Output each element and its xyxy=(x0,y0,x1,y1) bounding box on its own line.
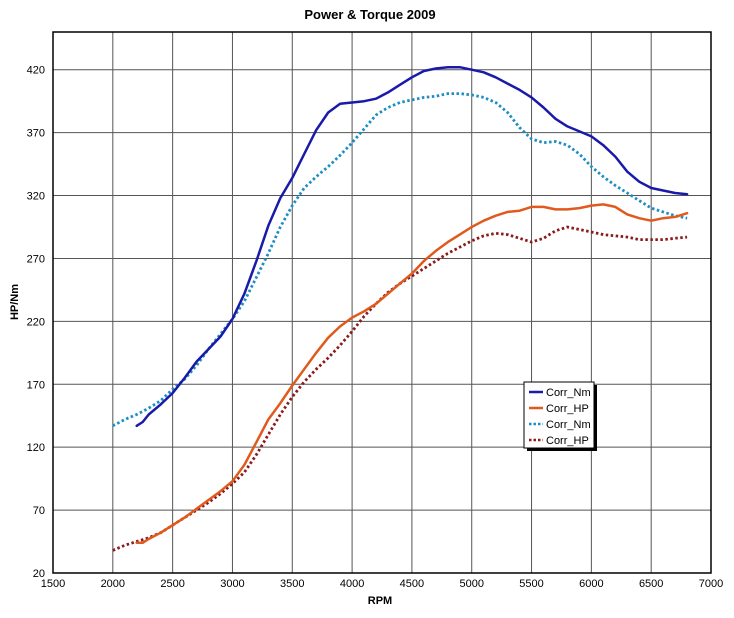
y-tick-label: 320 xyxy=(27,191,45,203)
legend: Corr_Nm Corr_HP Corr_Nm Corr_HP xyxy=(523,381,597,451)
y-tick-label: 120 xyxy=(27,442,45,454)
x-tick-label: 4500 xyxy=(400,578,424,590)
x-tick-label: 5500 xyxy=(519,578,543,590)
series-corr-nm-solid xyxy=(135,65,689,428)
x-tick-label: 3500 xyxy=(280,578,304,590)
legend-label: Corr_HP xyxy=(546,435,589,447)
legend-label: Corr_HP xyxy=(546,403,589,415)
x-tick-label: 1500 xyxy=(41,578,65,590)
series-corr-hp-solid xyxy=(135,203,689,545)
x-tick-label: 3000 xyxy=(220,578,244,590)
x-tick-label: 4000 xyxy=(340,578,364,590)
x-tick-label: 6000 xyxy=(579,578,603,590)
grid xyxy=(53,32,711,573)
plot-area xyxy=(53,32,711,573)
y-tick-label: 220 xyxy=(27,316,45,328)
y-tick-label: 170 xyxy=(27,379,45,391)
x-tick-label: 2500 xyxy=(160,578,184,590)
y-tick-label: 270 xyxy=(27,253,45,265)
y-axis-label: HP/Nm xyxy=(9,284,21,320)
y-tick-label: 70 xyxy=(33,505,45,517)
x-axis-label: RPM xyxy=(368,595,392,607)
x-tick-label: 5000 xyxy=(459,578,483,590)
legend-label: Corr_Nm xyxy=(546,387,591,399)
x-tick-label: 2000 xyxy=(101,578,125,590)
x-tick-label: 7000 xyxy=(699,578,723,590)
y-tick-label: 420 xyxy=(27,65,45,77)
y-tick-label: 20 xyxy=(33,568,45,580)
series-corr-nm-dotted xyxy=(112,92,688,428)
series-lines xyxy=(112,65,689,552)
chart-title: Power & Torque 2009 xyxy=(304,7,435,22)
legend-label: Corr_Nm xyxy=(546,419,591,431)
tick-labels: 1500 2000 2500 3000 3500 4000 4500 5000 5500 6000… xyxy=(27,65,724,590)
x-tick-label: 6500 xyxy=(639,578,663,590)
y-tick-label: 370 xyxy=(27,128,45,140)
plot-border xyxy=(52,31,712,574)
